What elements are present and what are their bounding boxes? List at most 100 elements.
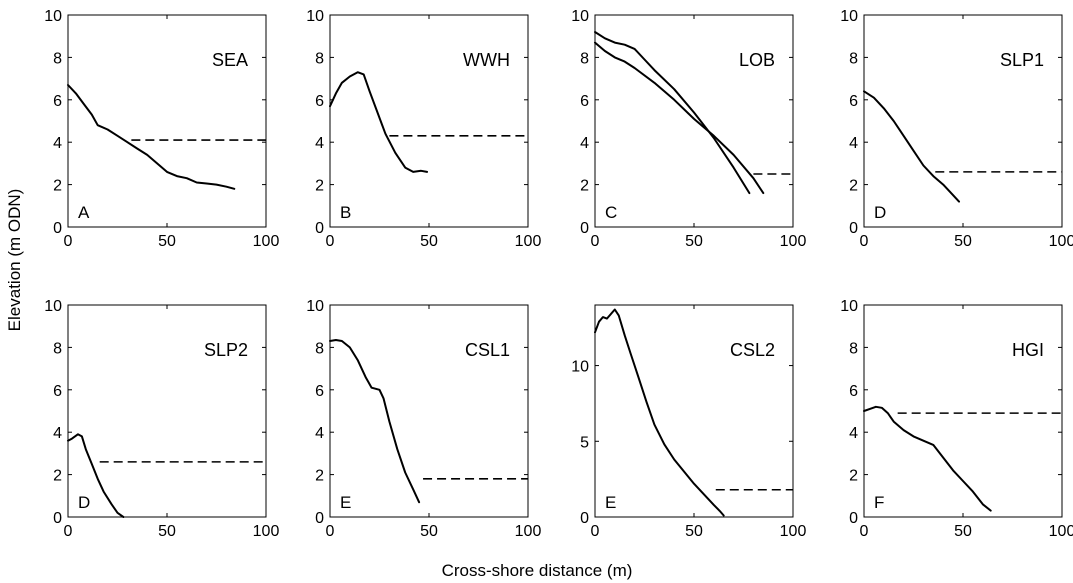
panel-letter: E [340,493,351,512]
y-tick-label: 4 [315,135,324,152]
panel-letter: A [78,203,90,222]
plot-frame [863,304,1063,518]
y-tick-label: 8 [53,50,62,67]
y-tick-label: 0 [315,510,324,527]
x-tick-label: 50 [954,233,972,250]
y-tick-label: 0 [849,220,858,237]
panel-slp2: 0 50 100 0 2 4 6 8 10 SLP2 D [44,298,279,540]
x-tick-label: 50 [685,523,703,540]
profile-line-1 [67,84,236,190]
y-tick-label: 10 [44,298,62,315]
y-tick-label: 2 [53,178,62,195]
panel-letter: E [605,493,616,512]
panel-hgi: 0 50 100 0 2 4 6 8 10 HGI F [840,298,1073,540]
y-tick-label: 4 [53,135,62,152]
x-tick-label: 50 [420,233,438,250]
y-tick-label: 5 [580,434,589,451]
y-tick-label: 10 [306,8,324,25]
profile-line-1 [329,71,428,173]
profile-line-1 [863,90,960,203]
x-tick-label: 0 [326,233,335,250]
site-label: WWH [463,50,510,70]
y-tick-label: 10 [306,298,324,315]
site-label: LOB [739,50,775,70]
x-tick-label: 100 [253,523,280,540]
y-tick-label: 6 [580,93,589,110]
x-tick-label: 100 [515,523,542,540]
y-tick-label: 8 [849,340,858,357]
x-tick-label: 100 [780,233,807,250]
x-tick-label: 0 [64,523,73,540]
panel-letter: B [340,203,351,222]
y-tick-label: 10 [44,8,62,25]
y-tick-label: 2 [315,468,324,485]
x-tick-label: 100 [515,233,542,250]
y-tick-label: 10 [571,8,589,25]
y-tick-label: 6 [849,383,858,400]
panel-letter: D [78,493,90,512]
x-tick-label: 50 [685,233,703,250]
panel-wwh: 0 50 100 0 2 4 6 8 10 WWH B [306,8,541,250]
y-tick-label: 8 [849,50,858,67]
y-axis-title: Elevation (m ODN) [5,189,24,332]
panel-csl1: 0 50 100 0 2 4 6 8 10 CSL1 E [306,298,541,540]
plot-frame [67,304,267,518]
panel-lob: 0 50 100 0 2 4 6 8 10 LOB C [571,8,806,250]
site-label: SLP2 [204,340,248,360]
x-tick-label: 50 [954,523,972,540]
profile-line-2 [594,41,765,195]
y-tick-label: 6 [315,93,324,110]
y-tick-label: 6 [53,383,62,400]
x-tick-label: 50 [158,233,176,250]
panel-slp1: 0 50 100 0 2 4 6 8 10 SLP1 D [840,8,1073,250]
x-tick-label: 0 [591,523,600,540]
site-label: HGI [1012,340,1044,360]
site-label: SLP1 [1000,50,1044,70]
y-tick-label: 10 [571,359,589,376]
plot-frame [329,304,529,518]
y-tick-label: 6 [849,93,858,110]
x-tick-label: 0 [860,523,869,540]
y-tick-label: 6 [315,383,324,400]
y-tick-label: 10 [840,298,858,315]
profile-line-1 [594,308,725,517]
y-tick-label: 0 [53,220,62,237]
x-axis-title: Cross-shore distance (m) [442,561,633,580]
panel-sea: 0 50 100 0 2 4 6 8 10 SEA A [44,8,279,250]
y-tick-label: 8 [580,50,589,67]
y-tick-label: 4 [849,425,858,442]
y-tick-label: 2 [580,178,589,195]
x-tick-label: 100 [253,233,280,250]
y-tick-label: 4 [315,425,324,442]
x-tick-label: 0 [591,233,600,250]
y-tick-label: 0 [580,220,589,237]
plot-frame [67,14,267,228]
profile-line-1 [863,405,992,512]
y-tick-label: 0 [580,510,589,527]
x-tick-label: 100 [1049,233,1073,250]
y-tick-label: 2 [53,468,62,485]
panel-csl2: 0 50 100 0 5 10 CSL2 E [571,304,806,540]
panel-letter: C [605,203,617,222]
y-tick-label: 8 [315,340,324,357]
x-tick-label: 0 [326,523,335,540]
y-tick-label: 4 [580,135,589,152]
y-tick-label: 4 [53,425,62,442]
plot-frame [594,14,794,228]
site-label: SEA [212,50,248,70]
profile-line-1 [329,339,421,504]
site-label: CSL2 [730,340,775,360]
profile-line-1 [594,31,751,195]
y-tick-label: 0 [849,510,858,527]
y-tick-label: 2 [849,178,858,195]
panel-letter: D [874,203,886,222]
x-tick-label: 50 [158,523,176,540]
y-tick-label: 10 [840,8,858,25]
x-tick-label: 0 [64,233,73,250]
x-tick-label: 100 [1049,523,1073,540]
site-label: CSL1 [465,340,510,360]
plot-frame [329,14,529,228]
y-tick-label: 8 [53,340,62,357]
x-tick-label: 50 [420,523,438,540]
